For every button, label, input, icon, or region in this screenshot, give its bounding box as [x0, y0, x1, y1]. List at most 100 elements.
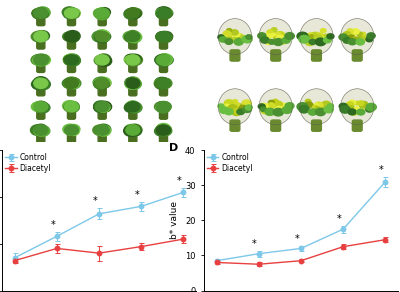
Circle shape — [100, 126, 110, 134]
Circle shape — [230, 105, 235, 108]
Circle shape — [97, 8, 108, 16]
Circle shape — [37, 34, 48, 41]
Circle shape — [34, 34, 44, 41]
Circle shape — [94, 9, 107, 19]
Ellipse shape — [218, 89, 252, 125]
Circle shape — [125, 78, 137, 87]
FancyBboxPatch shape — [129, 62, 137, 72]
Circle shape — [320, 108, 325, 111]
Circle shape — [38, 126, 47, 133]
Circle shape — [242, 36, 252, 43]
Circle shape — [99, 81, 109, 88]
Text: 20 μL L⁻¹: 20 μL L⁻¹ — [206, 104, 230, 109]
Circle shape — [313, 32, 319, 37]
Circle shape — [64, 9, 74, 17]
Circle shape — [346, 102, 354, 107]
Circle shape — [272, 32, 281, 38]
Circle shape — [232, 38, 238, 42]
Circle shape — [37, 79, 49, 88]
Circle shape — [126, 78, 140, 88]
Circle shape — [34, 102, 44, 110]
Circle shape — [339, 103, 347, 109]
Circle shape — [157, 103, 170, 113]
Circle shape — [218, 104, 224, 108]
Circle shape — [95, 9, 110, 20]
Circle shape — [66, 57, 78, 65]
Circle shape — [305, 102, 313, 108]
Circle shape — [66, 104, 76, 111]
Circle shape — [36, 54, 49, 64]
Circle shape — [245, 105, 252, 110]
Circle shape — [158, 33, 169, 42]
Circle shape — [156, 55, 170, 65]
Circle shape — [96, 103, 108, 112]
FancyBboxPatch shape — [352, 120, 362, 131]
Circle shape — [35, 31, 50, 41]
Circle shape — [64, 78, 78, 88]
Circle shape — [129, 57, 139, 64]
Circle shape — [126, 55, 140, 66]
Text: 40 μL L⁻¹: 40 μL L⁻¹ — [4, 128, 28, 133]
Circle shape — [315, 102, 323, 108]
Circle shape — [297, 32, 308, 40]
Circle shape — [97, 54, 111, 64]
Circle shape — [34, 55, 48, 66]
Circle shape — [158, 32, 172, 43]
Circle shape — [282, 37, 290, 43]
Circle shape — [97, 9, 110, 18]
Circle shape — [158, 32, 169, 40]
Circle shape — [124, 103, 137, 112]
FancyBboxPatch shape — [129, 38, 137, 49]
Circle shape — [125, 79, 139, 89]
Circle shape — [160, 126, 171, 134]
Circle shape — [67, 56, 78, 64]
Circle shape — [260, 37, 269, 43]
Circle shape — [34, 8, 46, 17]
FancyBboxPatch shape — [68, 108, 76, 119]
Circle shape — [97, 102, 110, 112]
Circle shape — [160, 55, 173, 65]
Circle shape — [92, 31, 108, 42]
Circle shape — [223, 35, 231, 41]
Circle shape — [96, 126, 111, 136]
FancyBboxPatch shape — [98, 108, 106, 119]
Circle shape — [98, 102, 109, 110]
Circle shape — [124, 56, 136, 64]
Circle shape — [95, 32, 109, 41]
Circle shape — [32, 8, 45, 18]
Circle shape — [128, 55, 142, 65]
Circle shape — [96, 126, 106, 133]
Circle shape — [218, 35, 224, 39]
Circle shape — [324, 105, 330, 110]
Circle shape — [343, 105, 350, 109]
Circle shape — [224, 100, 234, 107]
Y-axis label: b* value: b* value — [170, 201, 179, 239]
Circle shape — [305, 99, 311, 103]
FancyBboxPatch shape — [98, 85, 106, 96]
FancyBboxPatch shape — [230, 120, 240, 131]
Circle shape — [340, 106, 350, 113]
Text: *: * — [135, 190, 140, 200]
Circle shape — [159, 102, 171, 110]
Circle shape — [69, 126, 79, 134]
Circle shape — [64, 32, 75, 39]
Circle shape — [268, 100, 274, 105]
Circle shape — [95, 102, 109, 112]
Circle shape — [276, 35, 284, 41]
Circle shape — [263, 34, 271, 39]
Circle shape — [126, 101, 139, 110]
Circle shape — [95, 125, 109, 135]
Circle shape — [327, 34, 334, 39]
Circle shape — [324, 37, 331, 43]
Circle shape — [94, 102, 108, 112]
FancyBboxPatch shape — [68, 132, 76, 142]
Circle shape — [366, 108, 372, 111]
Circle shape — [95, 55, 105, 62]
FancyBboxPatch shape — [98, 132, 106, 142]
Circle shape — [33, 54, 46, 64]
Circle shape — [366, 103, 376, 111]
Circle shape — [224, 107, 230, 112]
Legend: Control, Diacetyl: Control, Diacetyl — [206, 152, 254, 173]
Circle shape — [314, 38, 319, 41]
Circle shape — [35, 124, 47, 133]
